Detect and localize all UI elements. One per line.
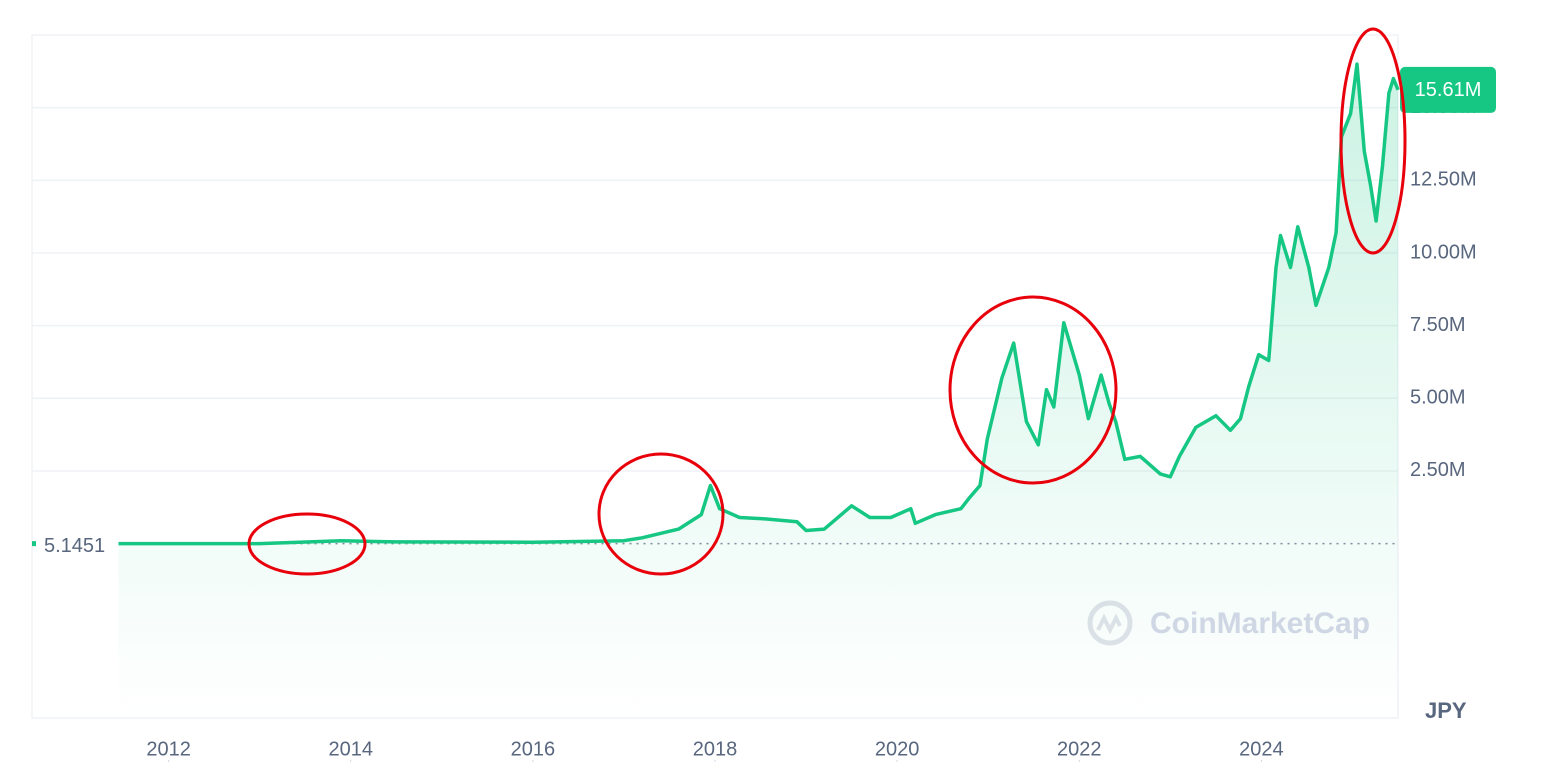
unit-label: JPY (1425, 698, 1467, 723)
y-tick-label: 12.50M (1410, 169, 1477, 191)
start-price-label: 5.1451 (44, 535, 105, 557)
x-tick-label: 2020 (875, 738, 920, 760)
y-tick-label: 7.50M (1410, 314, 1466, 336)
start-marker (32, 541, 36, 547)
y-tick-label: 5.00M (1410, 387, 1466, 409)
x-tick-label: 2012 (146, 738, 191, 760)
current-price-badge (1400, 66, 1496, 113)
price-line (118, 62, 1400, 546)
current-price-label: 15.61M (1415, 79, 1482, 101)
area (118, 64, 1398, 719)
watermark-logo (1087, 600, 1133, 646)
y-tick-label: 10.00M (1410, 241, 1477, 263)
x-tick-label: 2022 (1057, 738, 1102, 760)
x-tick-label: 2024 (1239, 738, 1284, 760)
x-tick-label: 2016 (511, 738, 556, 760)
x-tick-label: 2018 (693, 738, 738, 760)
annotations (247, 27, 1407, 576)
y-tick-label: 2.50M (1410, 459, 1466, 481)
x-tick-label: 2014 (328, 738, 373, 760)
watermark: CoinMarketCap (1150, 607, 1370, 640)
